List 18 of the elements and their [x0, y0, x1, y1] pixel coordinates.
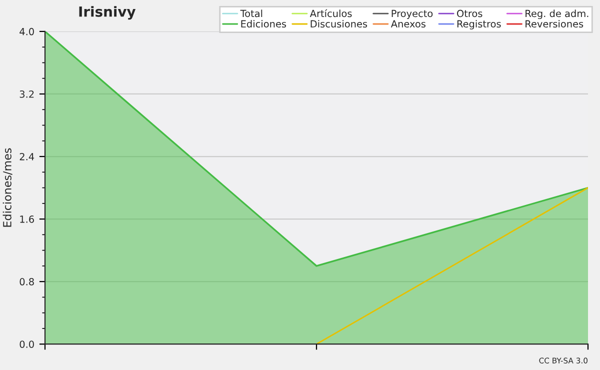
chart-title: Irisnivy [79, 6, 136, 20]
legend-label: Proyecto [392, 10, 433, 20]
y-axis-title: Ediciones/mes [2, 148, 12, 227]
y-tick-label: 0.8 [20, 278, 34, 286]
y-tick-label: 0.0 [20, 340, 34, 348]
legend-label: Ediciones [241, 20, 286, 28]
legend-label: Artículos [310, 9, 352, 18]
legend-label: Discusiones [310, 20, 368, 28]
y-tick-label: 2.4 [20, 152, 34, 160]
y-tick-label: 3.2 [20, 90, 34, 98]
legend-label: Registros [457, 20, 501, 30]
y-tick-label: 4.0 [20, 28, 34, 36]
legend-label: Otros [457, 10, 482, 18]
y-tick-label: 1.6 [20, 216, 34, 223]
legend-label: Anexos [390, 20, 426, 28]
legend-label: Reversiones [526, 20, 584, 28]
legend-label: Total [240, 10, 262, 18]
legend-label: Reg. de adm. [526, 10, 588, 20]
